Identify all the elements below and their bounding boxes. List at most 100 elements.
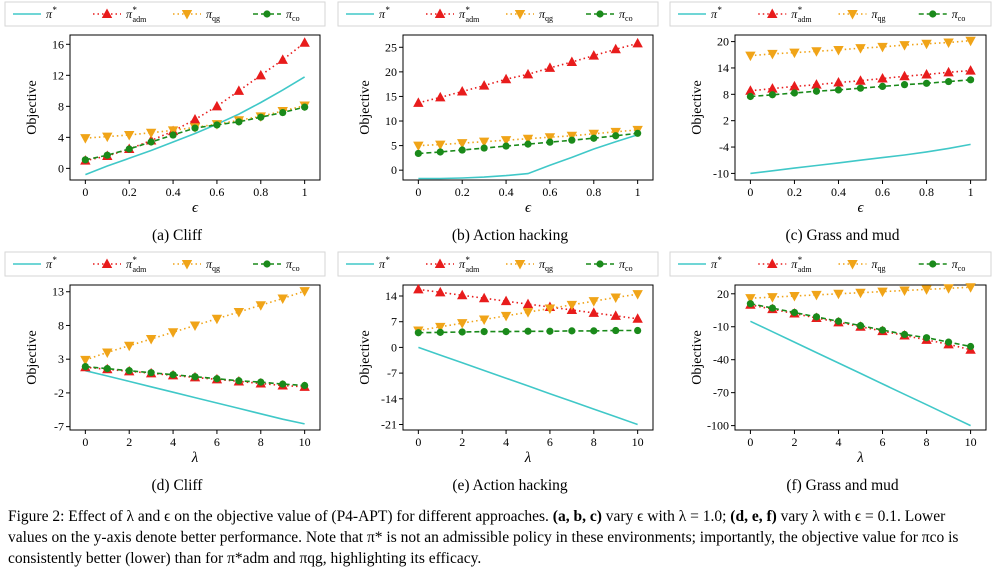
point-pi_co xyxy=(414,329,422,337)
y-axis-label: Objective xyxy=(690,80,705,134)
x-tick-label: 0 xyxy=(82,185,88,199)
x-tick-label: 0.2 xyxy=(455,185,470,199)
point-pi_qg xyxy=(167,328,179,338)
point-pi_adm xyxy=(413,97,424,107)
point-pi_qg xyxy=(811,47,822,57)
x-tick-label: 6 xyxy=(880,435,886,449)
legend-label-pi_qg: πqg xyxy=(872,7,886,23)
point-pi_co xyxy=(279,380,287,388)
plot-area xyxy=(402,34,654,181)
point-pi_adm xyxy=(811,79,822,89)
point-pi_qg xyxy=(943,284,954,294)
point-pi_adm xyxy=(277,54,288,64)
x-tick-label: 2 xyxy=(459,435,465,449)
series-line-pi_star xyxy=(750,320,971,427)
y-tick-label: 15 xyxy=(385,89,397,103)
series-line-pi_adm xyxy=(750,304,971,351)
y-tick-label: -2 xyxy=(54,386,64,400)
legend-marker-pi_co xyxy=(263,260,271,268)
y-tick-label: -4 xyxy=(719,140,729,154)
point-pi_adm xyxy=(833,76,844,87)
legend-label-pi_star: π* xyxy=(711,5,722,21)
legend-label-pi_adm: π* adm xyxy=(459,255,480,274)
y-tick-label: 20 xyxy=(385,65,397,79)
x-tick-label: 2 xyxy=(126,435,132,449)
point-pi_co xyxy=(502,328,510,336)
y-tick-label: 12 xyxy=(52,68,64,82)
y-tick-label: 0 xyxy=(391,163,397,177)
point-pi_adm xyxy=(789,80,800,91)
point-pi_adm xyxy=(299,37,310,47)
point-pi_qg xyxy=(965,283,976,293)
point-pi_co xyxy=(103,151,111,159)
caption-rest: vary λ with ϵ = 0.1. Lower values on the… xyxy=(8,508,959,567)
point-pi_co xyxy=(125,145,133,153)
x-tick-label: 4 xyxy=(503,435,509,449)
x-tick-label: 0 xyxy=(82,435,88,449)
point-pi_adm xyxy=(435,91,446,102)
point-pi_qg xyxy=(233,307,245,318)
y-tick-label: 4 xyxy=(58,130,64,144)
point-pi_qg xyxy=(544,304,556,314)
point-pi_co xyxy=(590,134,598,142)
series-line-pi_star xyxy=(418,134,638,180)
series-line-pi_star xyxy=(750,143,971,175)
x-tick-label: 10 xyxy=(299,435,311,449)
point-pi_adm xyxy=(500,73,512,84)
series-line-pi_co xyxy=(418,132,638,155)
y-tick-label: 2 xyxy=(723,114,729,128)
point-pi_co xyxy=(812,313,821,321)
point-pi_co xyxy=(213,121,221,129)
point-pi_qg xyxy=(767,49,778,60)
x-tick-label: 0 xyxy=(415,435,421,449)
point-pi_qg xyxy=(767,293,778,303)
y-tick-label: 7 xyxy=(391,315,397,329)
point-pi_qg xyxy=(833,45,844,56)
point-pi_qg xyxy=(167,126,179,136)
point-pi_co xyxy=(966,342,975,351)
point-pi_qg xyxy=(145,128,157,139)
point-pi_qg xyxy=(457,139,468,149)
legend-marker-pi_qg xyxy=(514,260,526,270)
point-pi_qg xyxy=(745,51,756,62)
x-axis-label: ϵ xyxy=(857,200,864,216)
x-tick-label: 0.4 xyxy=(166,185,181,199)
point-pi_co xyxy=(856,84,865,92)
point-pi_co xyxy=(944,77,953,86)
legend-label-pi_co: πco xyxy=(286,7,300,23)
point-pi_qg xyxy=(544,133,556,143)
x-axis-label: λ xyxy=(191,450,199,466)
point-pi_co xyxy=(746,300,755,308)
point-pi_adm xyxy=(478,80,490,90)
point-pi_adm xyxy=(255,69,266,80)
series-line-pi_qg xyxy=(85,104,305,139)
y-tick-label: -7 xyxy=(54,420,64,434)
point-pi_adm xyxy=(610,43,621,54)
y-tick-label: 8 xyxy=(58,99,64,113)
point-pi_co xyxy=(900,330,909,339)
series-line-pi_adm xyxy=(418,288,638,320)
legend-label-pi_star: π* xyxy=(379,5,390,21)
point-pi_qg xyxy=(588,129,599,140)
panel-3: π* π* adm πqg πco -7 -2 3 8 13 0 2 4 6 8 10 Objective λ (d… xyxy=(4,251,326,494)
panel-4: π* π* adm πqg πco -21 -14 -7 0 7 14 0 2 4 6 8 10 Objectiv… xyxy=(337,251,659,494)
y-tick-label: 0 xyxy=(58,161,64,175)
legend-label-pi_co: πco xyxy=(619,7,633,23)
subcaption: (d) Cliff xyxy=(152,477,204,494)
point-pi_adm xyxy=(566,56,578,67)
point-pi_adm xyxy=(457,86,468,96)
y-tick-label: -21 xyxy=(381,417,397,431)
panel-0: π* π* adm πqg πco 0 4 8 12 16 0 0.2 0.4 0.6 0.8 1 Object… xyxy=(4,1,326,244)
legend-label-pi_co: πco xyxy=(619,257,633,273)
point-pi_qg xyxy=(921,39,932,50)
point-pi_co xyxy=(169,371,177,379)
legend-label-pi_co: πco xyxy=(952,257,966,273)
y-tick-label: -10 xyxy=(713,320,729,334)
point-pi_co xyxy=(257,113,265,121)
y-axis-label: Objective xyxy=(690,330,705,384)
legend-label-pi_qg: πqg xyxy=(206,257,220,273)
point-pi_qg xyxy=(943,38,954,48)
point-pi_co xyxy=(790,308,799,317)
point-pi_qg xyxy=(211,314,223,325)
